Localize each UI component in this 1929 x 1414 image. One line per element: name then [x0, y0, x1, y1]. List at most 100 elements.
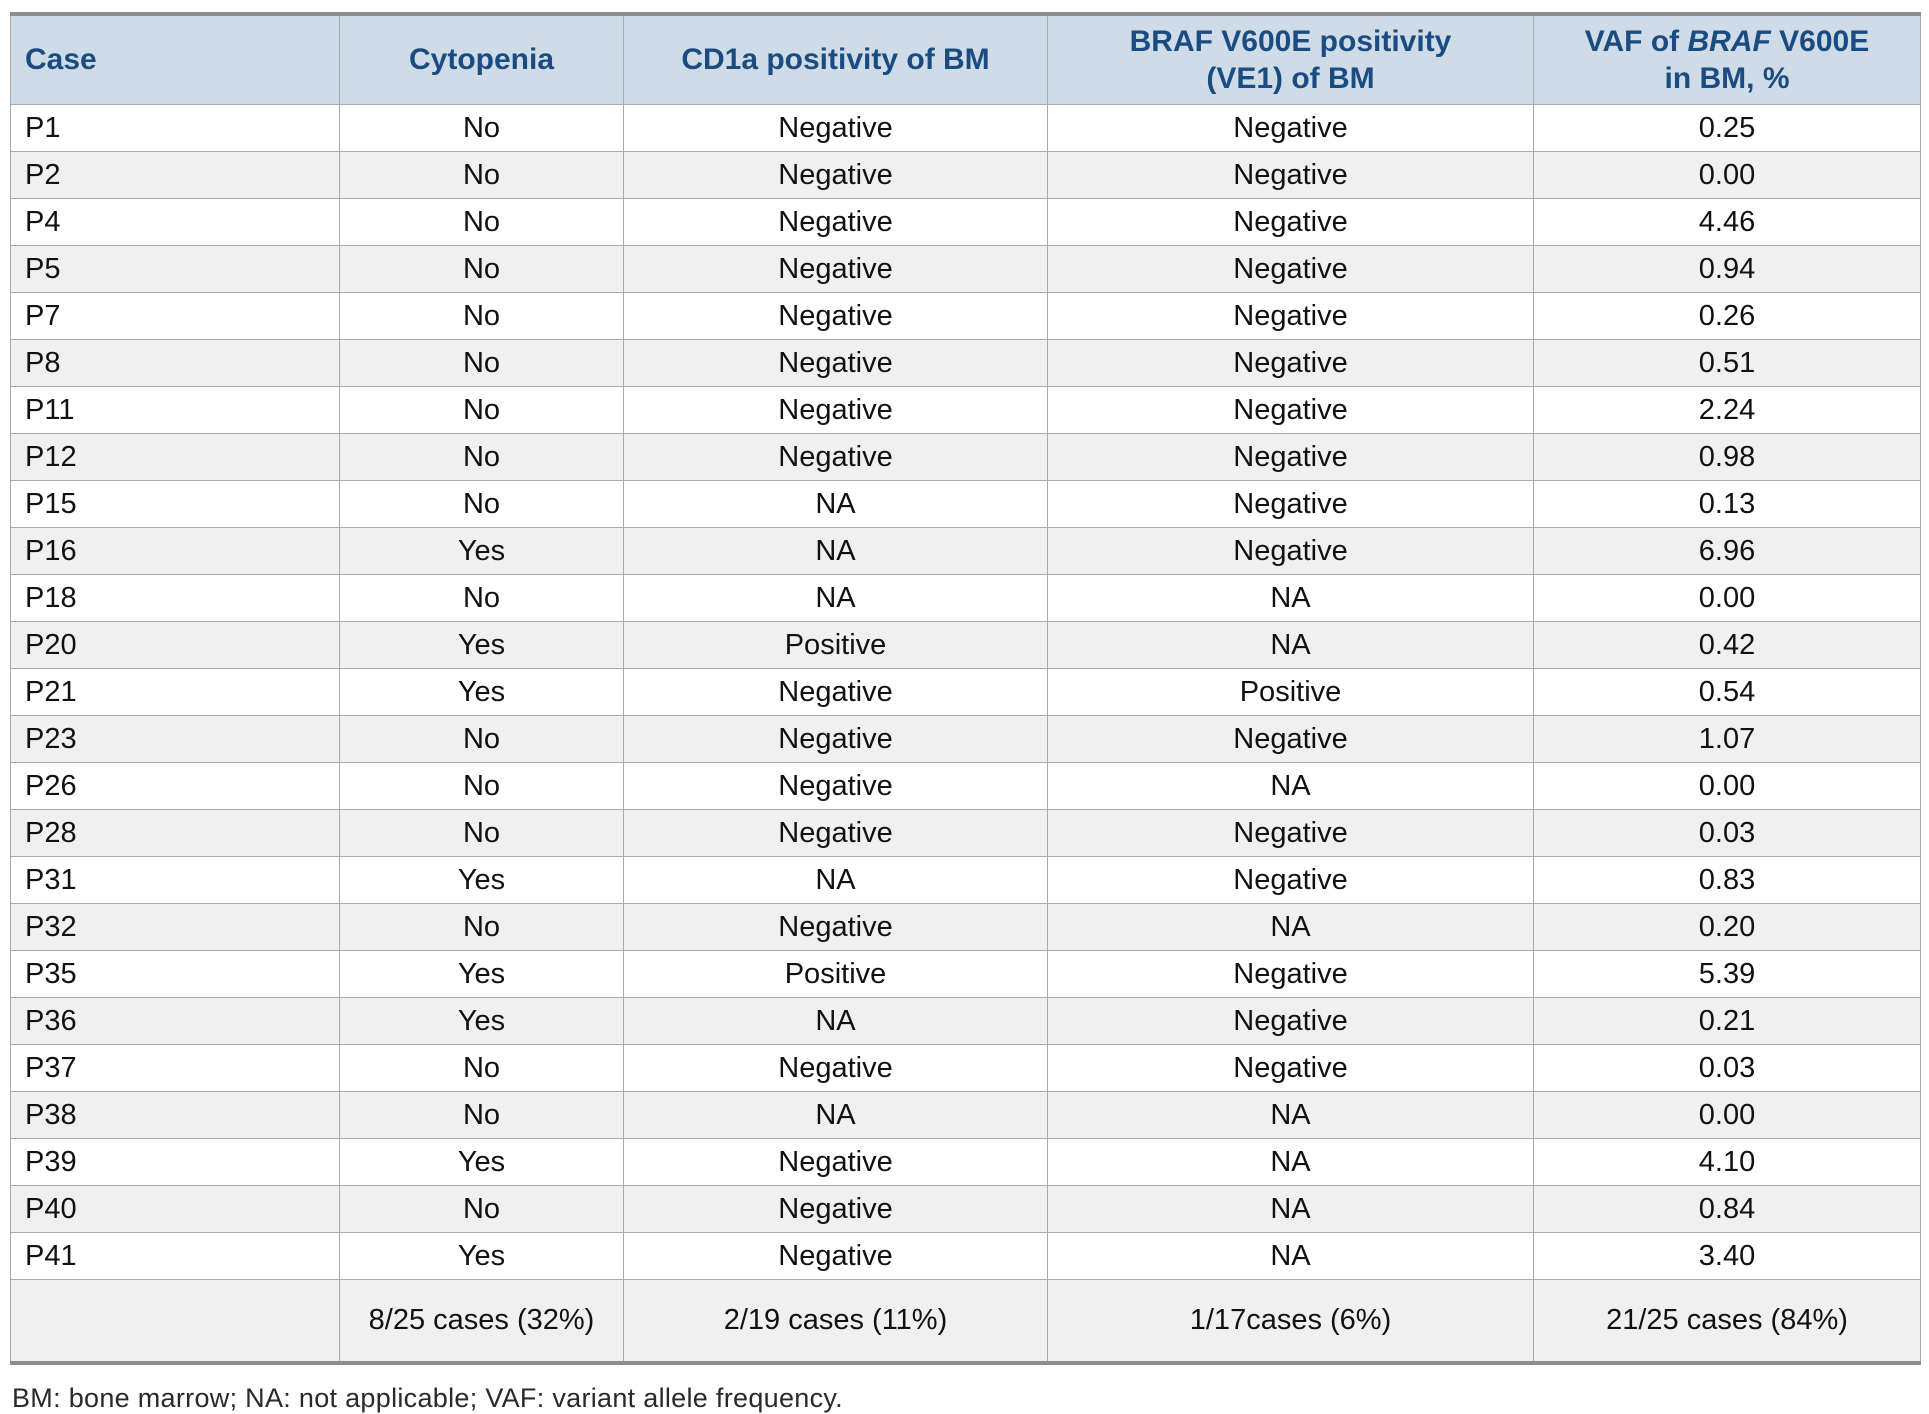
braf-header-line2: (VE1) of BM — [1206, 62, 1375, 95]
cytopenia-cell: No — [339, 198, 624, 246]
cd1a-cell: Negative — [623, 715, 1048, 763]
cd1a-cell: Negative — [623, 151, 1048, 199]
braf-cell: Negative — [1047, 1044, 1534, 1092]
cd1a-cell: Negative — [623, 668, 1048, 716]
table-row: P38 No NA NA 0.00 — [10, 1091, 1921, 1139]
cd1a-cell: Negative — [623, 1138, 1048, 1186]
vaf-cell: 0.00 — [1533, 1091, 1921, 1139]
case-cell: P18 — [10, 574, 340, 622]
braf-cell: Positive — [1047, 668, 1534, 716]
cd1a-cell: Negative — [623, 1044, 1048, 1092]
vaf-cell: 0.20 — [1533, 903, 1921, 951]
vaf-cell: 0.03 — [1533, 809, 1921, 857]
summary-vaf-cell: 21/25 cases (84%) — [1533, 1279, 1921, 1364]
vaf-cell: 0.00 — [1533, 574, 1921, 622]
summary-cytopenia-cell: 8/25 cases (32%) — [339, 1279, 624, 1364]
cd1a-cell: NA — [623, 856, 1048, 904]
braf-cell: Negative — [1047, 433, 1534, 481]
case-cell: P5 — [10, 245, 340, 293]
cd1a-cell: NA — [623, 997, 1048, 1045]
braf-cell: NA — [1047, 1232, 1534, 1280]
cd1a-cell: Positive — [623, 621, 1048, 669]
cytopenia-cell: No — [339, 903, 624, 951]
braf-cell: Negative — [1047, 198, 1534, 246]
braf-cell: Negative — [1047, 997, 1534, 1045]
table-row: P18 No NA NA 0.00 — [10, 574, 1921, 622]
column-header-vaf: VAF of BRAF V600E in BM, % — [1533, 13, 1921, 105]
braf-cell: NA — [1047, 621, 1534, 669]
case-cell: P37 — [10, 1044, 340, 1092]
cd1a-cell: Negative — [623, 104, 1048, 152]
vaf-cell: 0.54 — [1533, 668, 1921, 716]
case-cell: P4 — [10, 198, 340, 246]
table-row: P16 Yes NA Negative 6.96 — [10, 527, 1921, 575]
table-row: P2 No Negative Negative 0.00 — [10, 151, 1921, 199]
cd1a-cell: NA — [623, 1091, 1048, 1139]
summary-braf-cell: 1/17cases (6%) — [1047, 1279, 1534, 1364]
cd1a-cell: Negative — [623, 1232, 1048, 1280]
table-row: P31 Yes NA Negative 0.83 — [10, 856, 1921, 904]
table-row: P32 No Negative NA 0.20 — [10, 903, 1921, 951]
table-row: P23 No Negative Negative 1.07 — [10, 715, 1921, 763]
braf-cell: Negative — [1047, 386, 1534, 434]
table-row: P36 Yes NA Negative 0.21 — [10, 997, 1921, 1045]
footnote: BM: bone marrow; NA: not applicable; VAF… — [12, 1383, 843, 1413]
cytopenia-cell: No — [339, 245, 624, 293]
vaf-cell: 0.42 — [1533, 621, 1921, 669]
cd1a-cell: Negative — [623, 809, 1048, 857]
table-row: P39 Yes Negative NA 4.10 — [10, 1138, 1921, 1186]
case-cell: P31 — [10, 856, 340, 904]
table-row: P7 No Negative Negative 0.26 — [10, 292, 1921, 340]
braf-cell: Negative — [1047, 715, 1534, 763]
cd1a-cell: Negative — [623, 762, 1048, 810]
case-cell: P8 — [10, 339, 340, 387]
cd1a-cell: Negative — [623, 433, 1048, 481]
column-header-cd1a: CD1a positivity of BM — [623, 13, 1048, 105]
cytopenia-cell: No — [339, 104, 624, 152]
vaf-header-gene-italic: BRAF — [1687, 24, 1771, 58]
table-row: P26 No Negative NA 0.00 — [10, 762, 1921, 810]
cytopenia-cell: No — [339, 433, 624, 481]
case-cell: P41 — [10, 1232, 340, 1280]
cytopenia-cell: Yes — [339, 997, 624, 1045]
braf-cell: Negative — [1047, 856, 1534, 904]
cytopenia-cell: No — [339, 715, 624, 763]
case-cell: P23 — [10, 715, 340, 763]
table-row: P4 No Negative Negative 4.46 — [10, 198, 1921, 246]
vaf-cell: 0.98 — [1533, 433, 1921, 481]
column-header-braf: BRAF V600E positivity (VE1) of BM — [1047, 13, 1534, 105]
braf-cell: Negative — [1047, 292, 1534, 340]
case-cell: P16 — [10, 527, 340, 575]
table-body: P1 No Negative Negative 0.25 P2 No Negative Nega… — [10, 104, 1921, 1364]
cd1a-cell: Negative — [623, 245, 1048, 293]
vaf-cell: 4.46 — [1533, 198, 1921, 246]
column-header-cytopenia: Cytopenia — [339, 13, 624, 105]
case-cell: P1 — [10, 104, 340, 152]
table-row: P11 No Negative Negative 2.24 — [10, 386, 1921, 434]
case-cell: P38 — [10, 1091, 340, 1139]
case-cell: P21 — [10, 668, 340, 716]
case-cell: P2 — [10, 151, 340, 199]
table-row: P41 Yes Negative NA 3.40 — [10, 1232, 1921, 1280]
case-cell: P20 — [10, 621, 340, 669]
case-cell: P36 — [10, 997, 340, 1045]
case-cell: P39 — [10, 1138, 340, 1186]
cytopenia-cell: No — [339, 1185, 624, 1233]
table-row: P15 No NA Negative 0.13 — [10, 480, 1921, 528]
case-cell: P26 — [10, 762, 340, 810]
cd1a-cell: Negative — [623, 339, 1048, 387]
cytopenia-cell: No — [339, 1091, 624, 1139]
table-row: P21 Yes Negative Positive 0.54 — [10, 668, 1921, 716]
braf-cell: NA — [1047, 1185, 1534, 1233]
braf-cell: NA — [1047, 1138, 1534, 1186]
braf-cell: NA — [1047, 574, 1534, 622]
braf-cell: NA — [1047, 1091, 1534, 1139]
braf-cell: NA — [1047, 762, 1534, 810]
vaf-cell: 5.39 — [1533, 950, 1921, 998]
cytopenia-cell: Yes — [339, 621, 624, 669]
case-cell: P40 — [10, 1185, 340, 1233]
vaf-cell: 4.10 — [1533, 1138, 1921, 1186]
braf-cell: Negative — [1047, 104, 1534, 152]
